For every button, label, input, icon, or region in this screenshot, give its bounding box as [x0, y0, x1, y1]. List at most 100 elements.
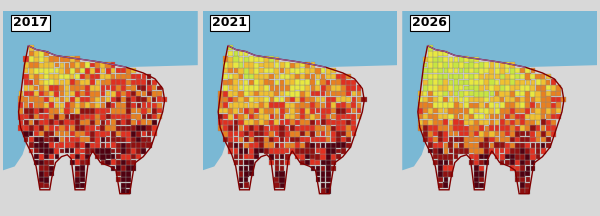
Bar [341, 119, 346, 125]
Bar [136, 91, 141, 96]
Bar [127, 86, 131, 90]
Bar [269, 91, 274, 97]
Bar [131, 142, 136, 148]
Bar [484, 79, 490, 85]
Bar [44, 137, 49, 143]
Bar [106, 137, 110, 142]
Bar [223, 108, 228, 113]
Bar [259, 137, 264, 142]
Bar [249, 114, 254, 119]
Bar [439, 68, 443, 73]
Bar [49, 166, 54, 171]
Bar [428, 85, 433, 91]
Bar [49, 74, 54, 79]
Bar [316, 171, 320, 176]
Bar [510, 74, 515, 79]
Bar [254, 57, 259, 62]
Bar [290, 68, 295, 73]
Bar [121, 137, 126, 142]
Bar [526, 188, 530, 194]
Bar [479, 131, 484, 137]
Bar [443, 79, 448, 85]
Bar [55, 120, 59, 125]
Bar [239, 143, 244, 148]
Bar [49, 79, 54, 85]
Bar [218, 108, 223, 113]
Bar [443, 62, 448, 68]
Bar [423, 108, 428, 113]
Bar [152, 85, 157, 91]
Bar [233, 137, 238, 142]
Bar [474, 57, 479, 62]
Bar [44, 154, 49, 159]
Bar [285, 137, 289, 142]
Bar [146, 125, 152, 131]
Bar [101, 137, 105, 142]
Bar [264, 137, 269, 142]
Bar [244, 85, 248, 91]
Bar [70, 148, 74, 153]
Bar [316, 160, 320, 165]
Bar [44, 91, 49, 96]
Bar [448, 154, 454, 159]
Bar [316, 120, 320, 125]
Bar [131, 68, 136, 73]
Bar [147, 137, 151, 142]
Bar [280, 74, 284, 79]
Bar [443, 108, 448, 113]
Bar [274, 119, 280, 125]
Bar [223, 120, 228, 125]
Bar [34, 160, 39, 165]
Bar [275, 74, 280, 79]
Bar [515, 102, 520, 108]
Bar [70, 102, 74, 108]
Bar [239, 125, 244, 131]
Bar [515, 80, 520, 85]
Bar [331, 137, 335, 142]
Bar [59, 74, 64, 79]
Polygon shape [402, 11, 597, 170]
Bar [356, 97, 361, 102]
Bar [326, 131, 331, 136]
Bar [438, 114, 443, 119]
Bar [74, 159, 80, 165]
Bar [80, 74, 85, 79]
Bar [157, 91, 162, 96]
Bar [536, 137, 541, 142]
Bar [223, 91, 229, 97]
Bar [74, 125, 80, 131]
Bar [80, 102, 85, 108]
Bar [80, 68, 85, 73]
Bar [44, 171, 49, 176]
Bar [428, 74, 433, 79]
Bar [321, 166, 325, 171]
Bar [269, 68, 274, 73]
Bar [433, 143, 438, 148]
Bar [500, 154, 505, 160]
Bar [126, 165, 131, 171]
Bar [280, 102, 285, 108]
Bar [49, 131, 54, 137]
Bar [520, 171, 525, 177]
Bar [59, 79, 64, 85]
Bar [100, 108, 106, 114]
Bar [244, 103, 248, 108]
Bar [479, 160, 484, 165]
Bar [357, 91, 361, 96]
Bar [479, 166, 484, 171]
Bar [126, 108, 131, 114]
Bar [75, 114, 80, 119]
Bar [546, 80, 550, 85]
Bar [74, 91, 80, 97]
Bar [515, 91, 520, 96]
Bar [336, 91, 341, 97]
Bar [39, 108, 44, 113]
Bar [474, 148, 479, 154]
Bar [244, 131, 248, 136]
Bar [438, 74, 443, 79]
Bar [85, 159, 90, 165]
Bar [95, 137, 100, 143]
Bar [448, 171, 454, 177]
Bar [239, 177, 244, 182]
Bar [510, 97, 515, 102]
